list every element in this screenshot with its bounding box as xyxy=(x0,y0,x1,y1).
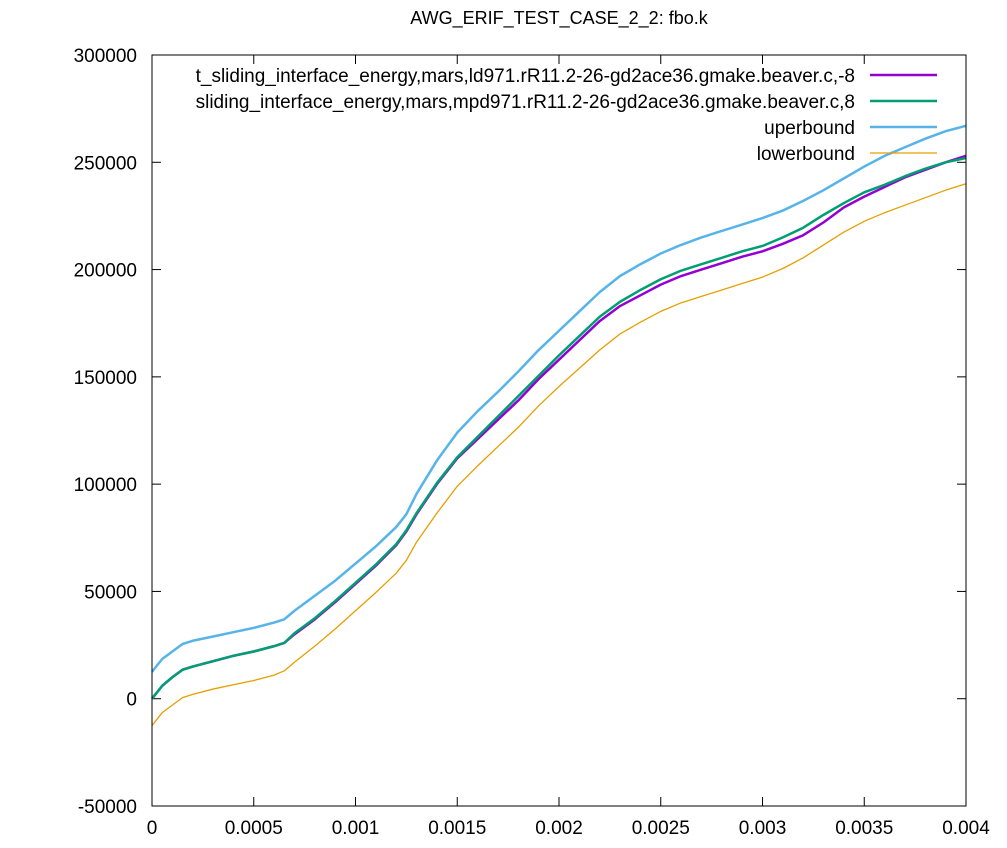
x-tick-label: 0.0015 xyxy=(428,818,486,839)
y-tick-label: 150000 xyxy=(74,368,137,389)
x-tick-label: 0.0025 xyxy=(632,818,690,839)
plot-frame xyxy=(151,54,967,807)
chart-title: AWG_ERIF_TEST_CASE_2_2: fbo.k xyxy=(410,8,708,29)
legend-label-2: uperbound xyxy=(764,118,855,139)
series-line-3 xyxy=(151,183,967,726)
series-line-1 xyxy=(151,156,967,700)
legend: t_sliding_interface_energy,mars,ld971.rR… xyxy=(196,66,937,165)
x-tick-label: 0.0035 xyxy=(835,818,893,839)
series-line-2 xyxy=(151,124,967,673)
y-tick-label: -50000 xyxy=(78,797,137,818)
y-tick-label: 250000 xyxy=(74,153,137,174)
y-tick-label: 50000 xyxy=(84,582,137,603)
x-tick-label: 0.001 xyxy=(332,818,380,839)
y-tick-label: 100000 xyxy=(74,475,137,496)
legend-label-1: sliding_interface_energy,mars,mpd971.rR1… xyxy=(196,92,855,113)
x-tick-label: 0.003 xyxy=(739,818,787,839)
y-tick-label: 0 xyxy=(126,690,137,711)
series-layer xyxy=(151,124,967,726)
y-tick-label: 300000 xyxy=(74,46,137,67)
ticks-layer: 0 0.0005 0.001 0.0015 0.002 0.0025 0.003 0.0035… xyxy=(74,46,991,839)
x-tick-label: 0.002 xyxy=(535,818,583,839)
x-tick-label: 0 xyxy=(147,818,158,839)
legend-label-0: t_sliding_interface_energy,mars,ld971.rR… xyxy=(196,66,855,87)
y-tick-label: 200000 xyxy=(74,261,137,282)
x-tick-label: 0.0005 xyxy=(225,818,283,839)
legend-label-3: lowerbound xyxy=(757,144,855,165)
x-tick-label: 0.004 xyxy=(942,818,990,839)
